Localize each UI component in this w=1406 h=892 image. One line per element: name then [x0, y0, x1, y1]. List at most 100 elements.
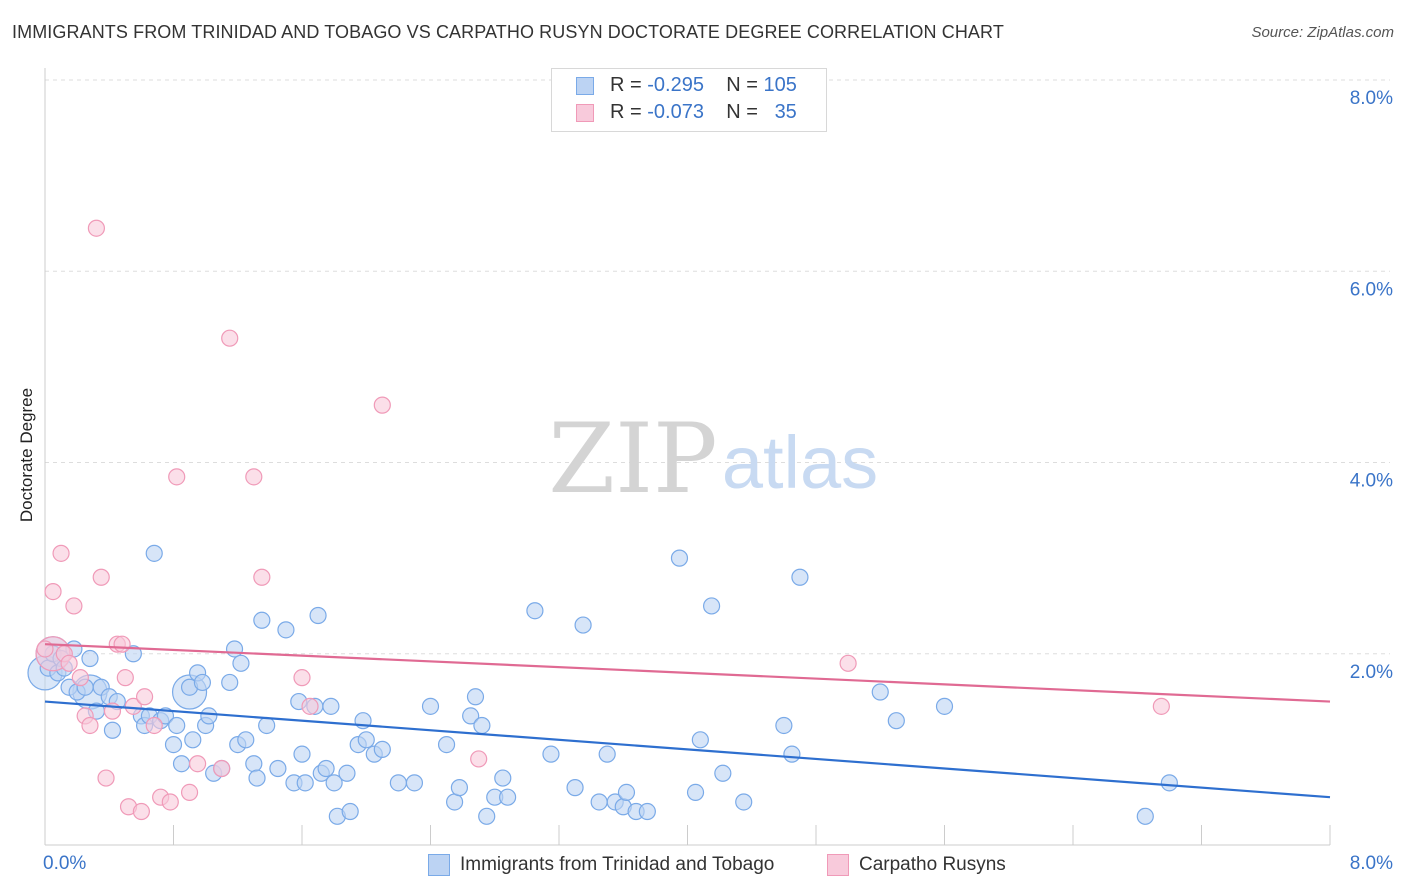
trinidad-point: [478, 807, 496, 825]
trinidad-point: [81, 649, 99, 668]
trinidad-point: [421, 697, 440, 715]
y-tick-label: 2.0%: [1350, 662, 1393, 683]
carpatho-point: [116, 669, 134, 687]
trinidad-point: [775, 716, 793, 735]
carpatho-point: [180, 783, 199, 802]
tick-labels: 8.0% 6.0% 4.0% 2.0% 0.0% 8.0%: [43, 88, 1393, 874]
legend-swatch-pink: [576, 104, 594, 122]
trinidad-point: [405, 774, 424, 792]
carpatho-point: [470, 750, 488, 768]
carpatho-point: [92, 568, 110, 586]
chart-title: IMMIGRANTS FROM TRINIDAD AND TOBAGO VS C…: [12, 22, 1004, 42]
trinidad-point: [617, 783, 636, 802]
legend-r-value: -0.073: [647, 101, 704, 123]
bottom-legend-label: Carpatho Rusyns: [859, 854, 1006, 875]
trinidad-point: [258, 716, 276, 735]
trinidad-point: [200, 707, 218, 725]
trinidad-point: [193, 673, 212, 692]
carpatho-point: [87, 219, 106, 237]
trinidad-point: [887, 712, 905, 730]
trinidad-point: [221, 673, 239, 692]
legend-swatch-pink: [827, 854, 849, 876]
trinidad-point: [566, 779, 584, 797]
trinidad-point: [935, 697, 954, 715]
trinidad-point: [373, 740, 391, 758]
series-trinidad-points: [27, 544, 1178, 825]
trinidad-point: [103, 721, 122, 739]
trinidad-point: [590, 793, 608, 811]
carpatho-point: [168, 468, 186, 486]
trinidad-point: [172, 755, 191, 773]
trinidad-point: [232, 654, 250, 672]
trinidad-point: [702, 597, 721, 615]
trinidad-point: [341, 802, 359, 821]
x-tick-label: 8.0%: [1350, 853, 1393, 874]
carpatho-point: [293, 669, 311, 687]
carpatho-point: [839, 654, 857, 672]
carpatho-point: [71, 669, 89, 687]
y-tick-label: 6.0%: [1350, 279, 1393, 300]
correlation-legend: R = -0.295 N = 105 R = -0.073 N = 35: [551, 68, 827, 132]
watermark-atlas: atlas: [722, 421, 878, 504]
carpatho-point: [81, 716, 99, 735]
trinidad-point: [124, 645, 142, 663]
trinidad-point: [691, 731, 709, 749]
trinidad-point: [322, 697, 340, 715]
legend-n-value: 35: [774, 101, 797, 123]
legend-n-label: N =: [726, 74, 758, 96]
trinidad-point: [317, 759, 335, 778]
carpatho-point: [245, 468, 263, 486]
trinidad-point: [462, 707, 480, 725]
trinidad-point: [542, 745, 560, 763]
trend-lines: [44, 643, 1331, 799]
gridlines: [45, 79, 1390, 655]
y-tick-label: 4.0%: [1350, 471, 1393, 492]
trinidad-point: [309, 606, 327, 625]
watermark-zip: ZIP: [548, 403, 717, 515]
axes: [44, 68, 1331, 846]
legend-r-value: -0.295: [647, 74, 704, 96]
trinidad-point: [574, 616, 592, 634]
carpatho-point: [124, 697, 142, 715]
carpatho-point: [113, 635, 131, 653]
watermark: ZIP atlas: [548, 403, 878, 515]
trinidad-point: [1136, 807, 1154, 825]
carpatho-point: [301, 697, 319, 715]
y-tick-label: 8.0%: [1350, 88, 1393, 109]
trinidad-point: [494, 769, 512, 787]
x-tick-label: 0.0%: [43, 853, 86, 874]
trinidad-point: [445, 793, 464, 811]
trinidad-point: [686, 783, 705, 802]
carpatho-point: [253, 568, 271, 586]
trinidad-point: [277, 621, 295, 639]
carpatho-point: [132, 802, 150, 821]
chart-source: Source: ZipAtlas.com: [1251, 24, 1394, 41]
carpatho-point: [373, 396, 391, 414]
carpatho-trend-line: [44, 643, 1331, 703]
trinidad-point: [145, 544, 163, 562]
trinidad-point: [269, 759, 287, 778]
carpatho-point: [145, 716, 163, 735]
trinidad-point: [598, 745, 616, 763]
legend-n-label: N =: [726, 101, 758, 123]
trinidad-point: [237, 731, 255, 749]
trinidad-point: [638, 802, 656, 821]
trinidad-point: [253, 611, 271, 629]
trinidad-point: [783, 745, 801, 763]
trinidad-point: [164, 735, 183, 754]
trinidad-point: [296, 774, 314, 792]
trinidad-point: [871, 683, 889, 701]
trinidad-trend-line: [44, 700, 1331, 799]
carpatho-point: [213, 759, 231, 778]
carpatho-point: [135, 688, 154, 706]
carpatho-point: [97, 769, 115, 787]
trinidad-point: [248, 769, 266, 787]
trinidad-point: [357, 731, 375, 749]
trinidad-point: [184, 731, 202, 749]
trinidad-point: [714, 764, 732, 782]
trinidad-point: [526, 602, 544, 620]
carpatho-point: [188, 755, 207, 773]
trinidad-point: [168, 716, 186, 735]
trinidad-point: [466, 688, 485, 706]
